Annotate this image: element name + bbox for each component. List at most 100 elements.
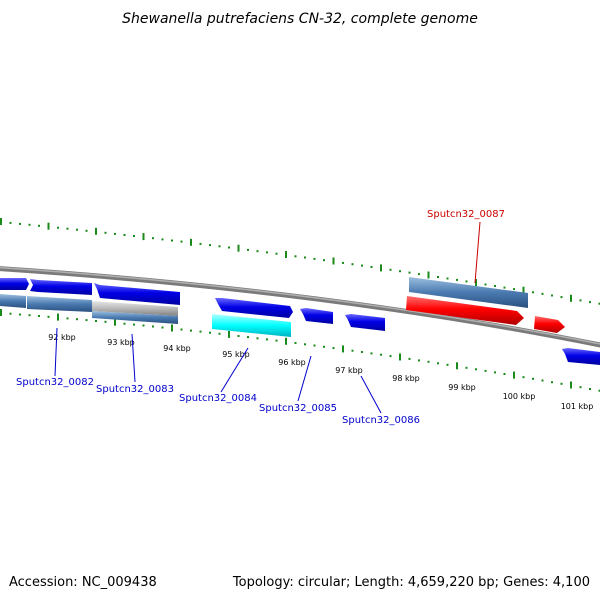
inner-tick-minor bbox=[209, 331, 211, 334]
outer-tick-minor bbox=[294, 255, 297, 258]
cds-feature-0082[interactable] bbox=[30, 279, 92, 295]
inner-tick-minor bbox=[522, 376, 525, 379]
inner-tick-major bbox=[0, 309, 2, 316]
cds-feature-0085[interactable] bbox=[300, 308, 333, 324]
inner-tick-minor bbox=[142, 324, 145, 327]
inner-tick-minor bbox=[380, 353, 382, 356]
outer-tick-major bbox=[427, 271, 430, 279]
cds-feature-0089[interactable] bbox=[562, 348, 600, 365]
outer-tick-minor bbox=[494, 285, 496, 287]
inner-tick-minor bbox=[418, 359, 420, 362]
inner-tick-minor bbox=[104, 320, 107, 323]
cds-feature-0083[interactable] bbox=[94, 283, 180, 305]
inner-tick-minor bbox=[475, 368, 477, 371]
inner-tick-minor bbox=[95, 320, 97, 322]
inner-tick-minor bbox=[85, 319, 88, 322]
inner-tick-major bbox=[570, 381, 572, 389]
axis-label: 93 kbp bbox=[107, 338, 135, 347]
cds-feature-0088[interactable] bbox=[534, 316, 565, 333]
blast-hit-b bbox=[27, 296, 92, 312]
inner-tick-minor bbox=[28, 314, 31, 317]
gene-label[interactable]: Sputcn32_0086 bbox=[342, 415, 420, 426]
blast-hit-a bbox=[0, 294, 26, 308]
inner-tick-minor bbox=[494, 371, 496, 374]
outer-tick-minor bbox=[532, 291, 534, 294]
inner-tick-minor bbox=[313, 344, 316, 347]
axis-label: 100 kbp bbox=[503, 392, 536, 401]
outer-tick-minor bbox=[513, 288, 515, 291]
cds-feature-0084[interactable] bbox=[215, 298, 293, 318]
gene-label[interactable]: Sputcn32_0082 bbox=[16, 377, 94, 388]
callout-leader-line bbox=[474, 221, 481, 284]
outer-tick-minor bbox=[38, 224, 40, 227]
cds-feature-0081[interactable] bbox=[0, 278, 29, 290]
inner-tick-minor bbox=[370, 352, 373, 355]
callout-leader-line bbox=[297, 355, 312, 402]
outer-tick-minor bbox=[313, 257, 316, 260]
inner-tick-minor bbox=[199, 330, 202, 333]
inner-tick-minor bbox=[266, 338, 268, 341]
cds-feature-0087[interactable] bbox=[406, 296, 524, 325]
outer-tick-major bbox=[285, 251, 287, 258]
outer-tick-minor bbox=[342, 261, 344, 264]
outer-tick-minor bbox=[361, 264, 363, 267]
inner-tick-minor bbox=[256, 337, 259, 340]
inner-tick-minor bbox=[361, 351, 363, 353]
outer-tick-ring bbox=[0, 218, 600, 305]
gene-label[interactable]: Sputcn32_0084 bbox=[179, 393, 257, 404]
outer-tick-minor bbox=[152, 237, 154, 240]
outer-tick-minor bbox=[247, 248, 249, 251]
gene-label[interactable]: Sputcn32_0087 bbox=[427, 209, 505, 220]
outer-tick-minor bbox=[456, 278, 458, 281]
inner-tick-major bbox=[57, 313, 59, 321]
outer-tick-minor bbox=[171, 239, 173, 242]
blast-hit-d bbox=[92, 311, 178, 324]
inner-tick-minor bbox=[161, 326, 164, 329]
inner-tick-minor bbox=[389, 355, 392, 358]
outer-tick-minor bbox=[598, 302, 600, 305]
inner-tick-minor bbox=[541, 379, 544, 382]
gene-label[interactable]: Sputcn32_0085 bbox=[259, 403, 337, 414]
outer-tick-minor bbox=[418, 273, 420, 276]
inner-tick-minor bbox=[294, 342, 297, 344]
outer-tick-minor bbox=[180, 240, 183, 243]
gene-label[interactable]: Sputcn32_0083 bbox=[96, 384, 174, 395]
outer-tick-minor bbox=[218, 245, 221, 248]
outer-tick-major bbox=[332, 257, 335, 265]
outer-tick-major bbox=[475, 279, 477, 286]
gene-callouts: Sputcn32_0082Sputcn32_0083Sputcn32_0084S… bbox=[16, 209, 505, 426]
callout-leader-line bbox=[360, 375, 382, 414]
inner-tick-minor bbox=[446, 363, 449, 366]
cds-feature-0086[interactable] bbox=[345, 314, 385, 331]
outer-tick-minor bbox=[579, 299, 582, 302]
inner-tick-minor bbox=[465, 366, 468, 369]
inner-tick-minor bbox=[66, 317, 69, 320]
axis-label: 101 kbp bbox=[561, 402, 594, 411]
outer-tick-minor bbox=[389, 268, 392, 271]
inner-tick-minor bbox=[579, 386, 582, 389]
inner-tick-minor bbox=[503, 373, 506, 375]
outer-tick-minor bbox=[275, 252, 278, 255]
inner-tick-minor bbox=[332, 347, 335, 350]
inner-tick-minor bbox=[304, 343, 306, 346]
inner-tick-minor bbox=[560, 382, 563, 385]
outer-tick-minor bbox=[446, 277, 449, 280]
inner-tick-major bbox=[342, 345, 344, 353]
inner-tick-minor bbox=[589, 388, 591, 390]
inner-tick-minor bbox=[551, 381, 553, 384]
outer-tick-minor bbox=[551, 294, 553, 297]
inner-tick-minor bbox=[190, 329, 192, 332]
inner-tick-major bbox=[228, 330, 230, 338]
outer-tick-major bbox=[237, 244, 240, 252]
outer-tick-minor bbox=[133, 235, 135, 237]
inner-tick-minor bbox=[598, 389, 600, 392]
accession-text: Accession: NC_009438 bbox=[9, 575, 157, 590]
axis-label: 94 kbp bbox=[163, 344, 191, 353]
inner-tick-minor bbox=[47, 315, 50, 318]
inner-tick-minor bbox=[133, 323, 135, 326]
callout-leader-line bbox=[54, 327, 58, 377]
inner-tick-minor bbox=[76, 318, 78, 321]
genome-backbone bbox=[0, 266, 600, 348]
outer-tick-minor bbox=[484, 283, 487, 286]
outer-tick-minor bbox=[503, 286, 506, 289]
